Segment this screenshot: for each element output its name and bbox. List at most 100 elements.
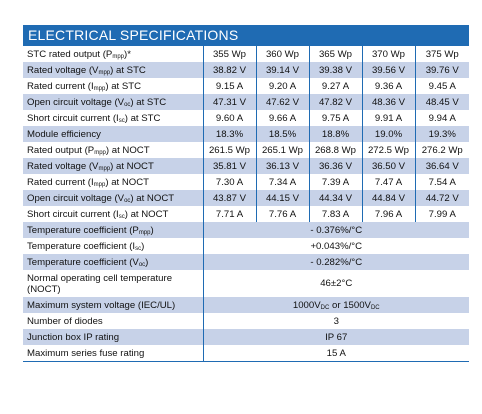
spec-value: 36.36 V xyxy=(309,158,363,174)
spec-row: Open circuit voltage (Voc) at STC 47.31 V… xyxy=(23,94,469,110)
spec-value: 39.38 V xyxy=(309,62,363,78)
label-text: Rated voltage (V xyxy=(27,160,99,172)
label-text: Rated current (I xyxy=(27,176,94,188)
section-title: ELECTRICAL SPECIFICATIONS xyxy=(23,25,469,46)
param-label: Open circuit voltage (Voc) at STC xyxy=(23,94,204,110)
param-label: Rated output (Pmpp) at NOCT xyxy=(23,142,204,158)
spec-value: 9.20 A xyxy=(256,78,310,94)
param-label: Rated current (Impp) at STC xyxy=(23,78,204,94)
label-text: Maximum system voltage (IEC/UL) xyxy=(27,299,176,311)
label-subscript: oc xyxy=(138,261,146,268)
label-suffix: ) xyxy=(141,240,145,252)
param-label: Rated voltage (Vmpp) at NOCT xyxy=(23,158,204,174)
spec-value: 9.15 A xyxy=(203,78,257,94)
label-subscript: sc xyxy=(118,213,125,220)
label-text: Temperature coefficient (P xyxy=(27,224,139,236)
spec-value: 44.34 V xyxy=(309,190,363,206)
spec-row: Number of diodes 3 xyxy=(23,313,469,329)
voltage-text: or xyxy=(329,299,344,311)
spec-value: 39.76 V xyxy=(415,62,469,78)
label-suffix: ) at STC xyxy=(110,64,146,76)
param-label: Rated voltage (Vmpp) at STC xyxy=(23,62,204,78)
label-suffix: ) at NOCT xyxy=(130,192,175,204)
spec-row: Junction box IP rating IP 67 xyxy=(23,329,469,345)
spec-value: 48.45 V xyxy=(415,94,469,110)
spec-value: 7.83 A xyxy=(309,206,363,222)
label-text: Open circuit voltage (V xyxy=(27,96,125,108)
spec-value: 18.3% xyxy=(203,126,257,142)
spec-row: Maximum series fuse rating 15 A xyxy=(23,345,469,362)
label-suffix: ) at STC xyxy=(124,112,161,124)
spec-value: 44.72 V xyxy=(415,190,469,206)
voltage-subscript: DC xyxy=(320,304,330,311)
label-subscript: oc xyxy=(124,197,131,204)
label-suffix: ) xyxy=(145,256,149,268)
label-text: Temperature coefficient (I xyxy=(27,240,136,252)
spec-value: 7.47 A xyxy=(362,174,416,190)
spec-value: 43.87 V xyxy=(203,190,257,206)
label-subscript: oc xyxy=(124,101,131,108)
label-subscript: mpp xyxy=(98,165,111,172)
label-text: Number of diodes xyxy=(27,315,103,327)
spec-value: 18.8% xyxy=(309,126,363,142)
label-text: Short circuit current (I xyxy=(27,112,119,124)
label-text: Normal operating cell temperature (NOCT) xyxy=(27,272,173,295)
label-suffix: ) at NOCT xyxy=(124,208,169,220)
spec-value: 7.71 A xyxy=(203,206,257,222)
spec-value: 47.82 V xyxy=(309,94,363,110)
label-text: Open circuit voltage (V xyxy=(27,192,125,204)
spec-value: 3 xyxy=(203,313,469,329)
spec-value: 7.99 A xyxy=(415,206,469,222)
spec-value: - 0.376%/°C xyxy=(203,222,469,238)
spec-row: Rated current (Impp) at NOCT 7.30 A 7.34 A… xyxy=(23,174,469,190)
param-label: Number of diodes xyxy=(23,313,204,329)
spec-value: 272.5 Wp xyxy=(362,142,416,158)
spec-row: Normal operating cell temperature (NOCT)… xyxy=(23,270,469,297)
spec-value: 36.13 V xyxy=(256,158,310,174)
spec-row: Temperature coefficient (Pmpp) - 0.376%/°… xyxy=(23,222,469,238)
label-subscript: mpp xyxy=(138,229,151,236)
spec-table-wrapper: ELECTRICAL SPECIFICATIONS STC rated outp… xyxy=(23,25,469,362)
spec-value: 7.76 A xyxy=(256,206,310,222)
param-label: Open circuit voltage (Voc) at NOCT xyxy=(23,190,204,206)
spec-value: 39.56 V xyxy=(362,62,416,78)
spec-row: Open circuit voltage (Voc) at NOCT 43.87 … xyxy=(23,190,469,206)
param-label: Short circuit current (Isc) at STC xyxy=(23,110,204,126)
label-suffix: )* xyxy=(124,48,131,60)
spec-value: 15 A xyxy=(203,345,469,362)
spec-value: 370 Wp xyxy=(362,46,416,62)
label-suffix: ) at STC xyxy=(105,80,142,92)
label-suffix: ) xyxy=(150,224,154,236)
spec-value: 47.31 V xyxy=(203,94,257,110)
param-label: Maximum system voltage (IEC/UL) xyxy=(23,297,204,313)
spec-value: 9.45 A xyxy=(415,78,469,94)
label-text: Rated voltage (V xyxy=(27,64,99,76)
spec-value: 375 Wp xyxy=(415,46,469,62)
spec-row: STC rated output (Pmpp)* 355 Wp 360 Wp 365 … xyxy=(23,46,469,62)
param-label: Short circuit current (Isc) at NOCT xyxy=(23,206,204,222)
param-label: Rated current (Impp) at NOCT xyxy=(23,174,204,190)
spec-value: - 0.282%/°C xyxy=(203,254,469,270)
electrical-spec-table: STC rated output (Pmpp)* 355 Wp 360 Wp 365 … xyxy=(23,46,469,362)
spec-value: 9.91 A xyxy=(362,110,416,126)
label-subscript: sc xyxy=(118,117,125,124)
spec-value: 47.62 V xyxy=(256,94,310,110)
spec-row: Module efficiency 18.3% 18.5% 18.8% 19.0% 19.… xyxy=(23,126,469,142)
param-label: Temperature coefficient (Voc) xyxy=(23,254,204,270)
spec-value: 9.94 A xyxy=(415,110,469,126)
spec-value: 19.0% xyxy=(362,126,416,142)
label-subscript: mpp xyxy=(94,149,106,156)
param-label: Maximum series fuse rating xyxy=(23,345,204,362)
label-subscript: mpp xyxy=(93,181,106,188)
label-suffix: ) at NOCT xyxy=(105,144,150,156)
spec-value: 261.5 Wp xyxy=(203,142,257,158)
spec-value: 36.50 V xyxy=(362,158,416,174)
label-text: Short circuit current (I xyxy=(27,208,119,220)
spec-row: Rated current (Impp) at STC 9.15 A 9.20 A 9… xyxy=(23,78,469,94)
spec-value: 355 Wp xyxy=(203,46,257,62)
spec-row: Rated output (Pmpp) at NOCT 261.5 Wp 265.1… xyxy=(23,142,469,158)
spec-value: 268.8 Wp xyxy=(309,142,363,158)
spec-value: 19.3% xyxy=(415,126,469,142)
spec-value: 360 Wp xyxy=(256,46,310,62)
label-suffix: ) at STC xyxy=(130,96,167,108)
